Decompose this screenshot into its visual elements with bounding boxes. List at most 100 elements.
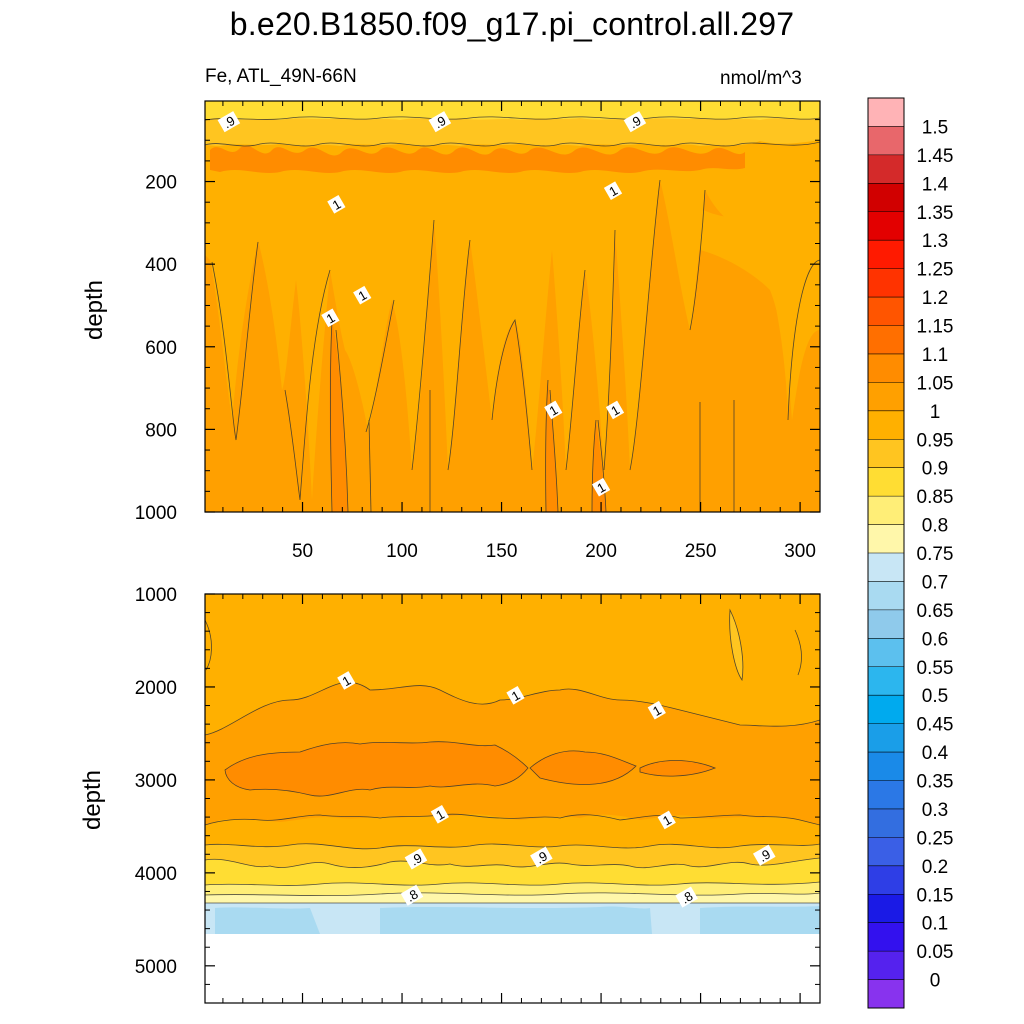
upper-x-tick-label: 100 (386, 541, 418, 562)
upper-contour-label: .9 (217, 111, 241, 133)
colorbar-label: 1.4 (922, 174, 949, 195)
colorbar-swatch (868, 723, 904, 753)
lower-contour-labels: 1 1 1 1 1 .9 .9 .9 .8 .8 (337, 671, 776, 908)
colorbar-label: 0.25 (917, 828, 954, 849)
colorbar-label: 0 (930, 971, 941, 992)
colorbar-swatch (868, 126, 904, 156)
upper-contour-label-bg (591, 477, 611, 497)
colorbar-label: 0.15 (917, 885, 954, 906)
lower-contour-fill (205, 594, 820, 1003)
colorbar-swatch (868, 439, 904, 469)
lower-panel: 1000 2000 3000 4000 5000 1 1 1 1 1 .9 .9 .9 .8 .8 dep… (79, 585, 821, 1004)
colorbar-swatch (868, 467, 904, 497)
colorbar-swatch (868, 325, 904, 355)
lower-contour-label-bg (430, 804, 449, 824)
colorbar-label: 0.8 (922, 516, 948, 537)
colorbar-label: 1.05 (917, 373, 954, 394)
colorbar-label: 1.45 (917, 146, 954, 167)
lower-y-tick-label: 2000 (135, 678, 177, 699)
upper-contour-label-bg (605, 400, 625, 420)
colorbar-swatch (868, 922, 904, 952)
upper-y-tick-label: 400 (145, 255, 177, 276)
upper-contour-label-bg (217, 111, 241, 133)
lower-contour-label-bg (404, 848, 428, 870)
colorbar-label: 0.55 (917, 658, 954, 679)
colorbar-swatch (868, 894, 904, 924)
lower-contour-label: 1 (647, 700, 666, 720)
upper-panel: 50 100 150 200 250 300 200 400 600 800 1000 .9 .9 .9… (81, 100, 821, 562)
colorbar-label: 0.35 (917, 772, 954, 793)
colorbar-swatch (868, 183, 904, 213)
lower-contour-label-bg (752, 844, 776, 866)
colorbar-swatch (868, 808, 904, 838)
upper-y-axis-label: depth (81, 280, 108, 340)
colorbar-swatch (868, 410, 904, 440)
chart-title: b.e20.B1850.f09_g17.pi_control.all.297 (229, 6, 795, 42)
upper-contour-label-bg (353, 285, 372, 305)
colorbar-swatch (868, 240, 904, 270)
colorbar-swatch (868, 581, 904, 611)
lower-contour-label: 1 (430, 804, 449, 824)
units-label: nmol/m^3 (720, 68, 802, 89)
upper-contour-label: 1 (605, 400, 625, 420)
upper-y-tick-label: 200 (145, 173, 177, 194)
colorbar-label: 1 (930, 402, 941, 423)
colorbar-label: 0.9 (922, 459, 948, 480)
lower-contour-label: 1 (337, 671, 356, 690)
upper-y-tick-label: 800 (145, 420, 177, 441)
colorbar-label: 0.2 (922, 857, 948, 878)
colorbar-label: 0.65 (917, 601, 954, 622)
upper-contour-label-bg (428, 111, 452, 133)
colorbar-swatch (868, 553, 904, 582)
colorbar-label: 0.5 (922, 686, 948, 707)
colorbar-label: 1.35 (917, 203, 954, 224)
colorbar-swatch (868, 752, 904, 781)
upper-contour-label: 1 (591, 477, 611, 497)
upper-contour-label: 1 (353, 285, 372, 305)
upper-contour-label: .9 (623, 111, 647, 133)
colorbar-swatch (868, 638, 904, 668)
upper-contour-label: 1 (321, 308, 340, 328)
colorbar-frame (867, 97, 905, 1009)
colorbar-swatch (868, 837, 904, 867)
upper-x-tick-label: 50 (292, 541, 313, 562)
colorbar-swatch (868, 382, 904, 412)
colorbar-swatch (868, 524, 904, 554)
lower-contour-label-bg (337, 671, 356, 690)
colorbar-swatch (868, 211, 904, 241)
lower-contour-label-bg (400, 884, 424, 906)
colorbar-swatch (868, 695, 904, 725)
upper-x-tick-label: 200 (585, 541, 617, 562)
upper-contour-label-bg (544, 400, 563, 420)
colorbar-label: 0.95 (917, 430, 954, 451)
upper-x-tick-label: 150 (486, 541, 518, 562)
lower-y-tick-label: 3000 (135, 771, 177, 792)
colorbar-swatch (868, 951, 904, 981)
upper-contour-fill (205, 101, 820, 512)
upper-x-tick-label: 300 (784, 541, 816, 562)
colorbar-label: 0.6 (922, 629, 948, 650)
upper-axis-ticks: 50 100 150 200 250 300 200 400 600 800 1000 (135, 101, 821, 562)
variable-region-label: Fe, ATL_49N-66N (205, 66, 357, 87)
upper-contour-label: 1 (544, 400, 563, 420)
colorbar-label: 0.45 (917, 715, 954, 736)
lower-contour-label: 1 (506, 686, 525, 705)
lower-contour-label: .8 (675, 886, 698, 908)
colorbar-label: 0.1 (922, 914, 948, 935)
colorbar-label: 0.3 (922, 800, 948, 821)
colorbar-swatch (868, 496, 904, 526)
lower-contour-label-bg (675, 886, 698, 908)
lower-contour-label: .9 (752, 844, 776, 866)
upper-contour-label-bg (623, 111, 647, 133)
colorbar-label: 1.2 (922, 288, 948, 309)
colorbar-label: 1.1 (922, 345, 948, 366)
lower-contour-label: .8 (400, 884, 424, 906)
colorbar-label: 0.4 (922, 743, 949, 764)
colorbar-label: 1.3 (922, 231, 948, 252)
colorbar-swatch (868, 154, 904, 184)
lower-contour-label-bg (647, 700, 666, 720)
upper-contour-label-bg (327, 194, 346, 214)
colorbar: 1.5 1.45 1.4 1.35 1.3 1.25 1.2 1.15 1.1 1.05 1 0.95… (867, 97, 954, 1009)
